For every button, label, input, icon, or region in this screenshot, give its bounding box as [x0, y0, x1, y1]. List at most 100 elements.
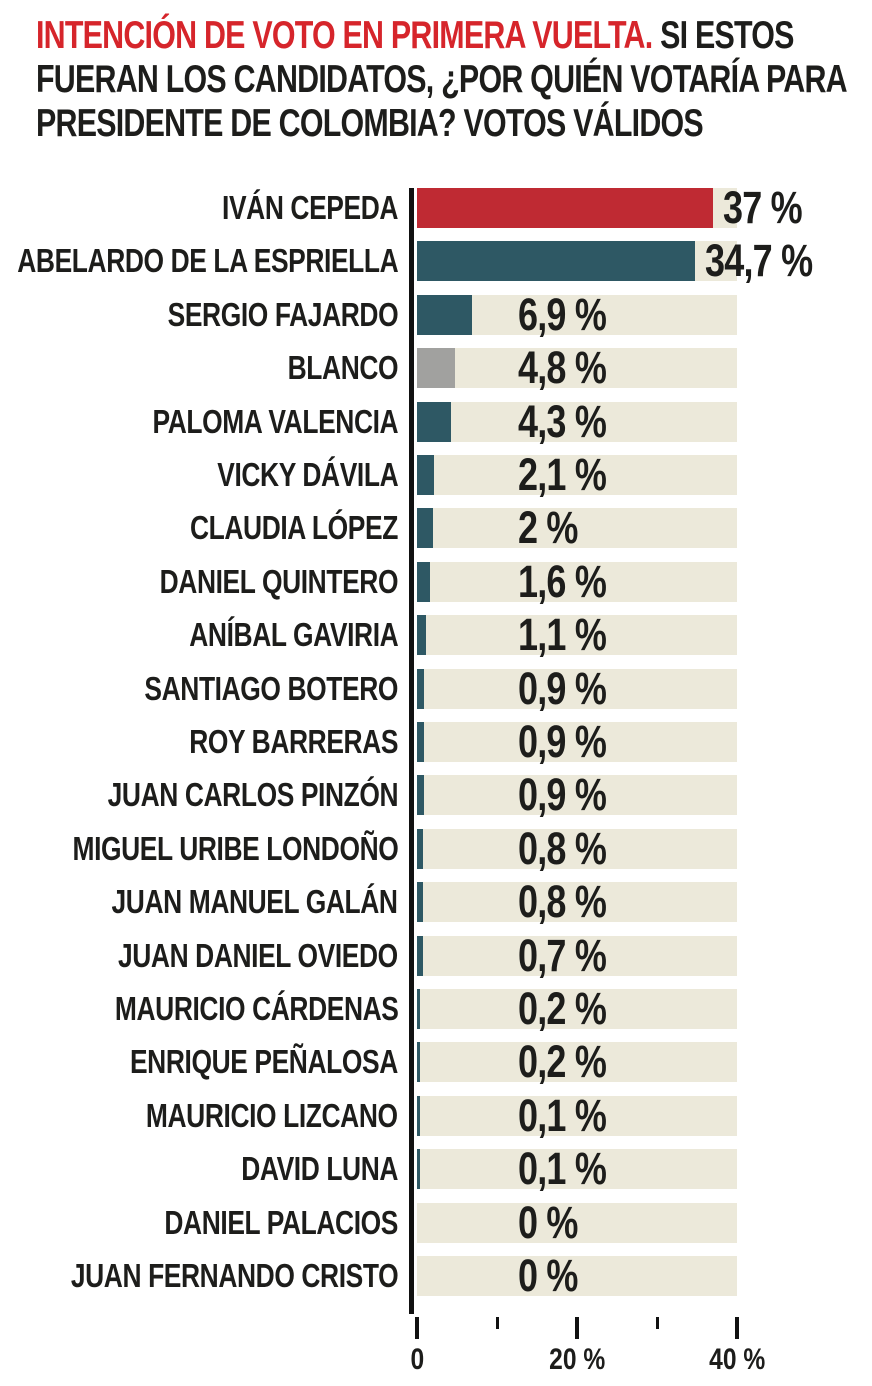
value-label-text: 0,7 % [518, 929, 607, 981]
title-line-2: FUERAN LOS CANDIDATOS, ¿POR QUIÉN VOTARÍ… [36, 58, 848, 102]
bar [417, 455, 434, 495]
value-label: 37 % [723, 182, 822, 233]
tick-label: 20 % [507, 1343, 647, 1377]
chart-row: DANIEL PALACIOS 0 % [0, 1197, 872, 1248]
chart-row: IVÁN CEPEDA 37 % [0, 182, 872, 233]
candidate-name-text: CLAUDIA LÓPEZ [190, 509, 398, 547]
chart-row: DANIEL QUINTERO 1,6 % [0, 556, 872, 607]
bar-track [417, 615, 737, 656]
title-rest-3: PRESIDENTE DE COLOMBIA? VOTOS VÁLIDOS [36, 102, 704, 145]
candidate-name-text: ABELARDO DE LA ESPRIELLA [16, 242, 398, 280]
bar-track [417, 668, 737, 709]
tick-label: 40 % [667, 1343, 807, 1377]
bar-track [417, 935, 737, 976]
candidate-label: MIGUEL URIBE LONDOÑO [0, 829, 398, 869]
value-label-text: 1,1 % [518, 609, 607, 661]
bar-track [417, 1256, 737, 1296]
value-label: 0,2 % [518, 983, 628, 1034]
value-label: 1,6 % [518, 556, 628, 607]
candidate-label: SANTIAGO BOTERO [0, 669, 398, 709]
value-label-text: 4,8 % [518, 342, 607, 394]
bar [417, 722, 425, 762]
candidate-label: ENRIQUE PEÑALOSA [0, 1042, 398, 1082]
bar [417, 561, 430, 602]
candidate-name-text: ANÍBAL GAVIRIA [188, 616, 398, 654]
chart-row: ROY BARRERAS 0,9 % [0, 716, 872, 767]
value-label: 0 % [518, 1250, 593, 1301]
value-label: 2 % [518, 502, 593, 553]
bar-track [417, 828, 737, 869]
title-rest-1: SI ESTOS [652, 14, 794, 57]
bar-track [417, 508, 737, 549]
candidate-label: PALOMA VALENCIA [0, 402, 398, 442]
chart-row: VICKY DÁVILA 2,1 % [0, 449, 872, 500]
candidate-name-text: SERGIO FAJARDO [167, 295, 398, 333]
bar [417, 294, 473, 335]
candidate-name-text: DAVID LUNA [241, 1150, 398, 1188]
bar [417, 615, 426, 656]
bar-track [417, 989, 737, 1029]
candidate-label: JUAN MANUEL GALÁN [0, 882, 398, 922]
bar-track [417, 775, 737, 816]
candidate-label: JUAN CARLOS PINZÓN [0, 775, 398, 815]
candidate-label: VICKY DÁVILA [0, 455, 398, 495]
value-label-text: 6,9 % [518, 288, 607, 340]
value-label-text: 37 % [723, 182, 803, 233]
value-label: 4,3 % [518, 396, 628, 447]
value-label-text: 0,1 % [518, 1143, 607, 1195]
value-label: 0,8 % [518, 823, 628, 874]
value-label-text: 4,3 % [518, 395, 607, 447]
chart-row: CLAUDIA LÓPEZ 2 % [0, 502, 872, 553]
value-label: 1,1 % [518, 609, 628, 660]
bar-track [417, 1095, 737, 1136]
value-label-text: 0,2 % [518, 983, 607, 1034]
candidate-label: SERGIO FAJARDO [0, 295, 398, 335]
bar-track [417, 294, 737, 335]
bar [417, 989, 420, 1029]
value-label-text: 0,9 % [518, 662, 607, 714]
value-label-text: 0,9 % [518, 769, 607, 821]
candidate-label: ABELARDO DE LA ESPRIELLA [0, 241, 398, 281]
bar [417, 348, 456, 389]
bar [417, 241, 695, 282]
chart-row: JUAN MANUEL GALÁN 0,8 % [0, 876, 872, 927]
bar-track [417, 722, 737, 762]
candidate-label: DANIEL PALACIOS [0, 1203, 398, 1243]
value-label: 0,9 % [518, 663, 628, 714]
bar [417, 775, 425, 816]
chart-row: DAVID LUNA 0,1 % [0, 1143, 872, 1194]
bar [417, 188, 713, 228]
candidate-name-text: MIGUEL URIBE LONDOÑO [72, 829, 398, 867]
chart-row: SERGIO FAJARDO 6,9 % [0, 289, 872, 340]
chart-row: JUAN CARLOS PINZÓN 0,9 % [0, 769, 872, 820]
value-label-text: 0,2 % [518, 1036, 607, 1088]
candidate-label: JUAN FERNANDO CRISTO [0, 1256, 399, 1296]
value-label: 6,9 % [518, 289, 628, 340]
major-tick [575, 1317, 579, 1340]
bar [417, 828, 424, 869]
major-tick [415, 1317, 419, 1340]
bar [417, 668, 425, 709]
candidate-name-text: MAURICIO LIZCANO [146, 1096, 398, 1134]
value-label-text: 2,1 % [518, 449, 607, 500]
value-label: 2,1 % [518, 449, 628, 500]
value-label: 0,1 % [518, 1143, 628, 1194]
chart-row: JUAN FERNANDO CRISTO 0 % [0, 1250, 872, 1301]
tick-label-text: 0 [410, 1343, 424, 1377]
chart-row: PALOMA VALENCIA 4,3 % [0, 396, 872, 447]
bar [417, 508, 433, 549]
value-label: 34,7 % [705, 235, 839, 286]
bar-track [417, 188, 737, 228]
tick-label-text: 20 % [548, 1343, 606, 1377]
title-line-1: INTENCIÓN DE VOTO EN PRIMERA VUELTA. SI … [36, 14, 847, 58]
candidate-label: IVÁN CEPEDA [0, 188, 398, 228]
value-label-text: 0,9 % [518, 716, 607, 767]
candidate-label: DANIEL QUINTERO [0, 562, 399, 602]
value-label-text: 2 % [518, 502, 578, 554]
value-label: 0,1 % [518, 1090, 628, 1141]
tick-label-text: 40 % [708, 1343, 766, 1377]
chart-row: MAURICIO CÁRDENAS 0,2 % [0, 983, 872, 1034]
candidate-name-text: JUAN FERNANDO CRISTO [70, 1257, 399, 1294]
candidate-name-text: MAURICIO CÁRDENAS [114, 990, 398, 1027]
